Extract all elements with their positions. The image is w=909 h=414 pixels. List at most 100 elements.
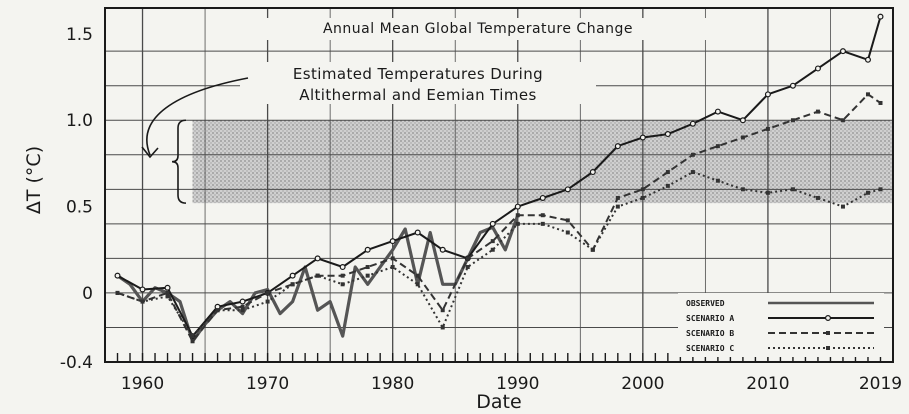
series-point bbox=[865, 92, 870, 97]
legend-label: SCENARIO C bbox=[686, 344, 734, 353]
x-axis-tick-labels: 1960 1970 1980 1990 2000 2010 2019 bbox=[121, 374, 902, 394]
series-point bbox=[489, 220, 496, 227]
series-point bbox=[364, 246, 371, 253]
y-tick-label: 0 bbox=[82, 284, 93, 304]
series-point bbox=[315, 273, 320, 278]
legend-marker bbox=[826, 331, 830, 335]
series-point bbox=[240, 308, 245, 313]
series-point bbox=[614, 143, 621, 150]
band-annotation-background bbox=[240, 62, 596, 104]
series-point bbox=[390, 256, 395, 261]
series-point bbox=[289, 272, 296, 279]
series-point bbox=[765, 126, 770, 131]
legend-label: SCENARIO B bbox=[686, 329, 734, 338]
series-point bbox=[415, 273, 420, 278]
series-point bbox=[164, 284, 171, 291]
estimated-temperature-band bbox=[192, 120, 894, 204]
band-annotation-line-2: Altithermal and Eemian Times bbox=[299, 86, 536, 104]
series-point bbox=[739, 117, 746, 124]
series-point bbox=[365, 273, 370, 278]
series-point bbox=[740, 187, 745, 192]
x-axis-title: Date bbox=[476, 391, 521, 413]
legend-marker bbox=[826, 346, 830, 350]
series-point bbox=[815, 109, 820, 114]
series-line-scenario-a bbox=[117, 16, 882, 338]
series-point bbox=[540, 213, 545, 218]
series-point bbox=[140, 299, 145, 304]
series-point bbox=[165, 290, 170, 295]
series-point bbox=[540, 221, 545, 226]
x-tick-label: 1960 bbox=[121, 374, 164, 394]
series-point bbox=[490, 239, 495, 244]
series-point bbox=[878, 100, 883, 105]
series-point bbox=[640, 195, 645, 200]
series-point bbox=[190, 339, 195, 344]
x-tick-label: 2010 bbox=[746, 374, 789, 394]
series-point bbox=[290, 282, 295, 287]
band-annotation-line-1: Estimated Temperatures During bbox=[293, 65, 543, 83]
series-point bbox=[840, 204, 845, 209]
series-point bbox=[665, 170, 670, 175]
series-point bbox=[564, 186, 571, 193]
series-point bbox=[514, 203, 521, 210]
series-point bbox=[440, 325, 445, 330]
series-point bbox=[365, 265, 370, 270]
series-point bbox=[814, 65, 821, 72]
series-point bbox=[314, 255, 321, 262]
series-point bbox=[339, 264, 346, 271]
series-point bbox=[565, 218, 570, 223]
series-point bbox=[715, 178, 720, 183]
band-rectangle bbox=[192, 120, 894, 204]
chart-title-background bbox=[233, 18, 723, 40]
series-point bbox=[789, 82, 796, 89]
plot-frame bbox=[104, 7, 894, 363]
y-axis-title: ΔT (°C) bbox=[23, 146, 45, 214]
series-point bbox=[690, 152, 695, 157]
series-point bbox=[615, 195, 620, 200]
series-point bbox=[340, 282, 345, 287]
series-point bbox=[664, 131, 671, 138]
y-axis-tick-labels: -0.4 0 0.5 1.0 1.5 bbox=[60, 25, 93, 373]
series-point bbox=[877, 13, 884, 20]
x-tick-label: 1970 bbox=[246, 374, 289, 394]
series-point bbox=[114, 272, 121, 279]
series-point bbox=[640, 187, 645, 192]
series-point bbox=[865, 190, 870, 195]
series-lines bbox=[114, 13, 884, 344]
x-tick-label: 1980 bbox=[371, 374, 414, 394]
legend-marker bbox=[824, 315, 831, 322]
series-point bbox=[765, 190, 770, 195]
band-annotation-arrow bbox=[141, 77, 249, 159]
legend: OBSERVED SCENARIO A SCENARIO B SCENARIO C bbox=[678, 293, 884, 357]
series-point bbox=[639, 134, 646, 141]
series-point bbox=[239, 298, 246, 305]
y-tick-label: 1.5 bbox=[66, 25, 93, 45]
series-point bbox=[265, 299, 270, 304]
series-point bbox=[439, 246, 446, 253]
x-tick-label: 2000 bbox=[621, 374, 664, 394]
series-point bbox=[190, 334, 195, 339]
series-point bbox=[714, 108, 721, 115]
series-point bbox=[515, 221, 520, 226]
series-point bbox=[589, 169, 596, 176]
series-point bbox=[690, 170, 695, 175]
series-point bbox=[740, 135, 745, 140]
series-point bbox=[490, 247, 495, 252]
series-point bbox=[764, 91, 771, 98]
series-point bbox=[790, 118, 795, 123]
chart-title: Annual Mean Global Temperature Change bbox=[323, 21, 633, 37]
series-line-scenario-b bbox=[117, 93, 882, 343]
series-point bbox=[265, 290, 270, 295]
x-tick-label: 1990 bbox=[496, 374, 539, 394]
series-point bbox=[565, 230, 570, 235]
series-point bbox=[715, 144, 720, 149]
series-point bbox=[864, 56, 871, 63]
series-point bbox=[415, 282, 420, 287]
band-annotation-brace bbox=[171, 119, 187, 204]
legend-label: SCENARIO A bbox=[686, 314, 734, 323]
series-point bbox=[115, 290, 120, 295]
series-point bbox=[615, 204, 620, 209]
series-point bbox=[240, 304, 245, 309]
y-tick-label: -0.4 bbox=[60, 353, 93, 373]
